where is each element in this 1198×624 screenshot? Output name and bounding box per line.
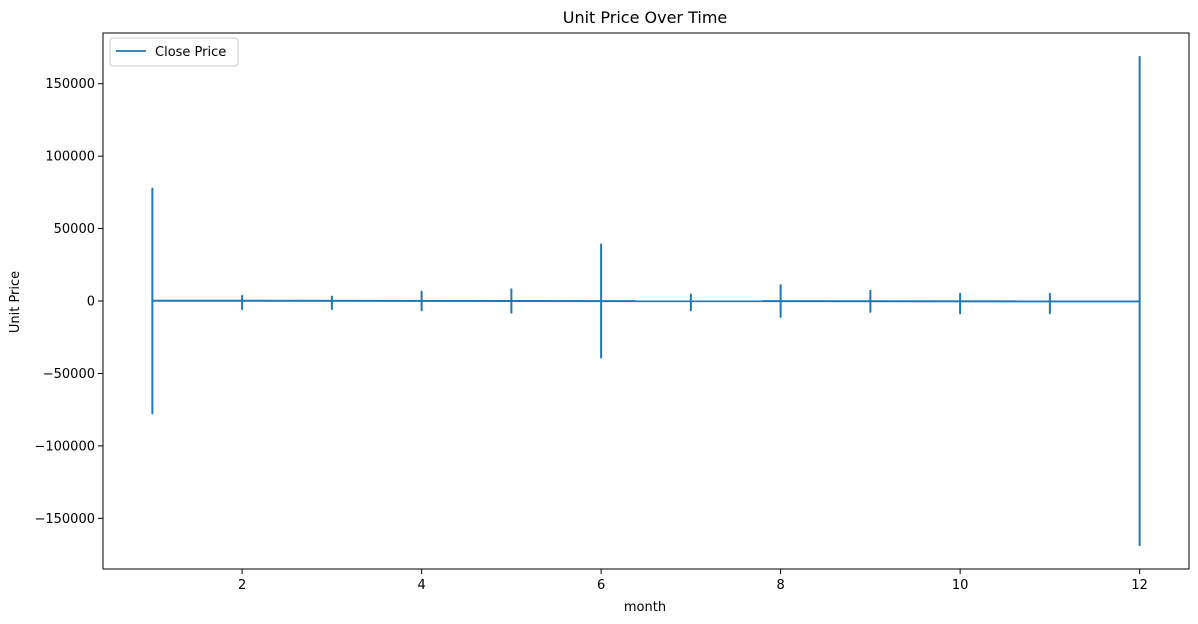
x-tick-label: 10 — [952, 578, 969, 593]
legend: Close Price — [109, 37, 239, 67]
legend-label-close-price: Close Price — [155, 45, 226, 60]
x-tick-label: 4 — [417, 578, 425, 593]
y-tick-label: −150000 — [34, 512, 95, 527]
axes: 2 4 6 8 10 12 −150000 −100000 −50000 0 50000 100000… — [34, 32, 1190, 593]
x-tick-label: 6 — [597, 578, 605, 593]
chart-title: Unit Price Over Time — [563, 8, 728, 27]
x-tick-label: 12 — [1131, 578, 1148, 593]
plot-area — [151, 55, 1141, 547]
x-tick-label: 2 — [238, 578, 246, 593]
y-tick-label: 150000 — [45, 77, 95, 92]
x-tick-label: 8 — [776, 578, 784, 593]
legend-box — [109, 37, 239, 67]
y-tick-label: 50000 — [54, 222, 95, 237]
y-axis-label: Unit Price — [8, 271, 23, 333]
y-tick-label: 100000 — [45, 150, 95, 165]
x-axis-label: month — [624, 600, 666, 615]
y-tick-label: 0 — [87, 295, 95, 310]
y-tick-label: −50000 — [43, 367, 95, 382]
y-tick-label: −100000 — [34, 439, 95, 454]
series-baseline — [152, 299, 1140, 303]
